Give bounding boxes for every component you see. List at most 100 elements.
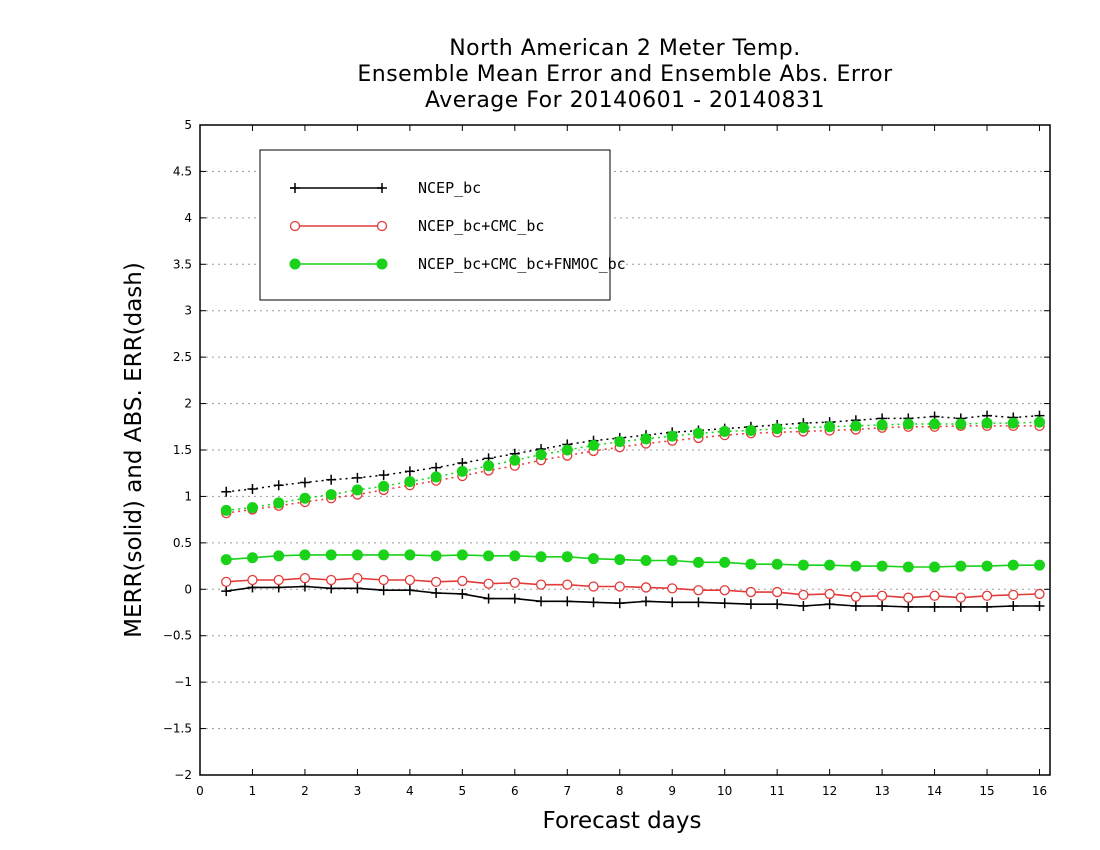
- point-merr-ncep-bc-cmc-bc: [876, 590, 888, 601]
- point-abs-ncep-bc-cmc-bc-fnmoc-bc: [981, 417, 993, 429]
- point-merr-ncep-bc-cmc-bc-fnmoc-bc: [588, 553, 600, 565]
- point-merr-ncep-bc-cmc-bc-fnmoc-bc: [430, 550, 442, 562]
- point-merr-ncep-bc-cmc-bc-fnmoc-bc: [797, 559, 809, 571]
- point-merr-ncep-bc-cmc-bc-fnmoc-bc: [325, 549, 337, 561]
- legend-marker: [376, 258, 388, 270]
- point-merr-ncep-bc: [693, 597, 704, 608]
- point-abs-ncep-bc-cmc-bc-fnmoc-bc: [535, 449, 547, 461]
- legend-marker: [377, 183, 387, 193]
- point-merr-ncep-bc-cmc-bc-fnmoc-bc: [220, 554, 232, 566]
- y-tick-label: 0: [184, 582, 192, 596]
- point-merr-ncep-bc-cmc-bc: [745, 586, 757, 598]
- point-abs-ncep-bc-cmc-bc-fnmoc-bc: [325, 489, 337, 501]
- point-abs-ncep-bc: [273, 480, 284, 491]
- point-merr-ncep-bc-cmc-bc: [719, 585, 730, 596]
- point-merr-ncep-bc: [1008, 601, 1019, 611]
- point-merr-ncep-bc: [877, 601, 888, 611]
- point-merr-ncep-bc-cmc-bc: [430, 576, 442, 588]
- point-merr-ncep-bc: [1034, 601, 1045, 611]
- point-merr-ncep-bc: [745, 599, 756, 610]
- point-abs-ncep-bc: [299, 477, 310, 488]
- point-merr-ncep-bc-cmc-bc: [850, 591, 862, 602]
- point-merr-ncep-bc-cmc-bc-fnmoc-bc: [561, 551, 573, 563]
- point-merr-ncep-bc-cmc-bc: [588, 581, 599, 592]
- point-merr-ncep-bc-cmc-bc: [667, 583, 678, 594]
- point-abs-ncep-bc-cmc-bc-fnmoc-bc: [351, 484, 363, 496]
- point-merr-ncep-bc-cmc-bc: [1034, 588, 1045, 600]
- point-abs-ncep-bc-cmc-bc-fnmoc-bc: [640, 433, 652, 445]
- point-merr-ncep-bc-cmc-bc-fnmoc-bc: [824, 559, 836, 571]
- point-merr-ncep-bc-cmc-bc-fnmoc-bc: [692, 556, 704, 568]
- point-merr-ncep-bc-cmc-bc-fnmoc-bc: [456, 549, 468, 561]
- point-merr-ncep-bc-cmc-bc-fnmoc-bc: [902, 561, 914, 573]
- x-tick-label: 9: [668, 784, 676, 798]
- point-merr-ncep-bc: [457, 588, 468, 599]
- legend: NCEP_bc NCEP_bc+CMC_bc NCEP_bc+CMC_bc+FNMO…: [259, 149, 626, 301]
- point-abs-ncep-bc-cmc-bc-fnmoc-bc: [561, 444, 573, 456]
- legend-marker: [290, 183, 300, 193]
- point-merr-ncep-bc: [378, 585, 389, 596]
- point-merr-ncep-bc: [352, 583, 363, 594]
- point-merr-ncep-bc: [562, 596, 573, 607]
- point-abs-ncep-bc-cmc-bc-fnmoc-bc: [745, 425, 757, 436]
- y-tick-label: 0.5: [173, 536, 192, 550]
- point-merr-ncep-bc-cmc-bc-fnmoc-bc: [745, 558, 757, 570]
- point-merr-ncep-bc-cmc-bc: [1008, 589, 1019, 601]
- x-tick-label: 1: [249, 784, 257, 798]
- legend-label: NCEP_bc+CMC_bc: [418, 217, 544, 235]
- point-abs-ncep-bc-cmc-bc-fnmoc-bc: [299, 492, 311, 504]
- legend-label: NCEP_bc+CMC_bc+FNMOC_bc: [418, 255, 626, 273]
- point-merr-ncep-bc-cmc-bc: [693, 585, 704, 596]
- x-tick-label: 13: [874, 784, 889, 798]
- point-merr-ncep-bc: [614, 598, 625, 609]
- point-abs-ncep-bc-cmc-bc-fnmoc-bc: [692, 427, 704, 439]
- series-line-merr-ncep-bc-cmc-bc-fnmoc-bc: [226, 554, 1040, 568]
- point-abs-ncep-bc-cmc-bc-fnmoc-bc: [588, 439, 600, 451]
- point-merr-ncep-bc-cmc-bc: [352, 572, 363, 584]
- point-merr-ncep-bc: [536, 596, 547, 607]
- point-abs-ncep-bc-cmc-bc-fnmoc-bc: [378, 480, 390, 492]
- point-merr-ncep-bc-cmc-bc-fnmoc-bc: [666, 555, 678, 566]
- point-abs-ncep-bc-cmc-bc-fnmoc-bc: [430, 471, 442, 483]
- point-abs-ncep-bc: [352, 472, 363, 483]
- point-merr-ncep-bc: [667, 597, 678, 608]
- point-merr-ncep-bc: [850, 601, 861, 611]
- point-merr-ncep-bc-cmc-bc-fnmoc-bc: [850, 560, 862, 572]
- point-merr-ncep-bc-cmc-bc: [562, 579, 573, 590]
- legend-label: NCEP_bc: [418, 179, 481, 197]
- point-abs-ncep-bc-cmc-bc-fnmoc-bc: [824, 421, 836, 433]
- point-merr-ncep-bc-cmc-bc: [483, 578, 494, 589]
- y-tick-label: −2: [174, 768, 192, 782]
- point-merr-ncep-bc-cmc-bc-fnmoc-bc: [483, 550, 495, 562]
- point-abs-ncep-bc-cmc-bc-fnmoc-bc: [614, 436, 626, 448]
- point-merr-ncep-bc-cmc-bc: [378, 574, 389, 586]
- y-tick-label: −1.5: [163, 722, 192, 736]
- series-line-abs-ncep-bc-cmc-bc: [226, 425, 1040, 514]
- point-merr-ncep-bc-cmc-bc: [614, 581, 625, 592]
- x-tick-label: 6: [511, 784, 519, 798]
- point-merr-ncep-bc: [640, 596, 651, 607]
- point-merr-ncep-bc: [483, 593, 494, 604]
- point-merr-ncep-bc: [955, 601, 966, 612]
- x-tick-label: 14: [927, 784, 942, 798]
- point-merr-ncep-bc-cmc-bc-fnmoc-bc: [299, 549, 311, 561]
- point-merr-ncep-bc: [588, 597, 599, 608]
- point-merr-ncep-bc: [903, 601, 914, 612]
- point-merr-ncep-bc-cmc-bc-fnmoc-bc: [378, 549, 390, 561]
- point-abs-ncep-bc-cmc-bc-fnmoc-bc: [666, 430, 678, 442]
- point-abs-ncep-bc-cmc-bc-fnmoc-bc: [246, 502, 258, 514]
- point-abs-ncep-bc-cmc-bc-fnmoc-bc: [509, 454, 521, 466]
- y-axis-label: MERR(solid) and ABS. ERR(dash): [121, 262, 147, 638]
- x-axis-label: Forecast days: [542, 808, 702, 834]
- point-merr-ncep-bc: [404, 585, 415, 596]
- y-tick-label: −0.5: [163, 629, 192, 643]
- point-merr-ncep-bc: [719, 598, 730, 609]
- point-abs-ncep-bc-cmc-bc-fnmoc-bc: [483, 460, 495, 472]
- legend-marker: [376, 220, 388, 232]
- point-abs-ncep-bc-cmc-bc-fnmoc-bc: [771, 423, 783, 435]
- point-abs-ncep-bc: [221, 486, 232, 497]
- point-merr-ncep-bc-cmc-bc: [273, 574, 284, 586]
- point-merr-ncep-bc-cmc-bc: [247, 574, 258, 586]
- series-line-abs-ncep-bc-cmc-bc-fnmoc-bc: [226, 421, 1040, 512]
